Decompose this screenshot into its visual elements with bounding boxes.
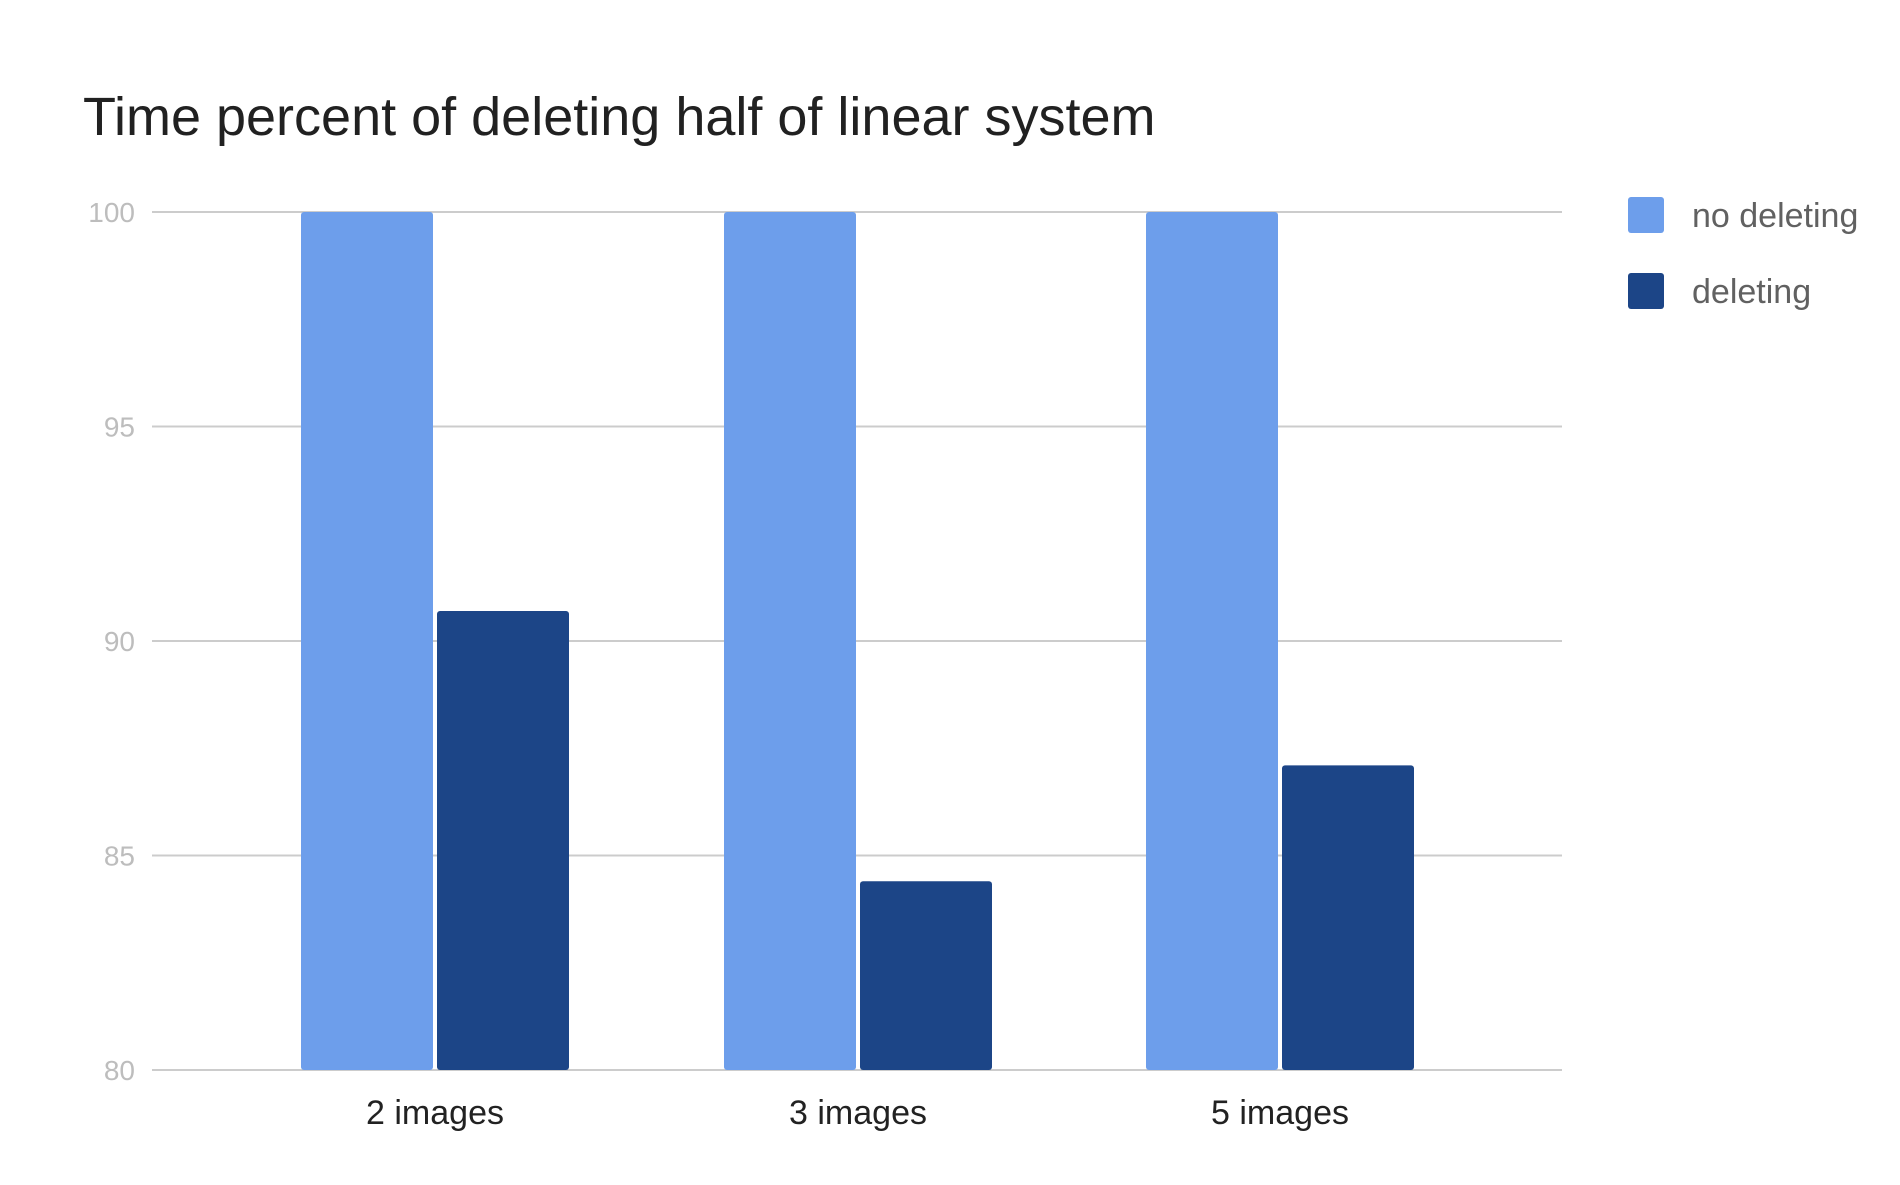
x-category-label: 3 images <box>789 1094 927 1132</box>
bars <box>301 212 1414 1070</box>
legend: no deleting deleting <box>1628 197 1858 311</box>
legend-swatch-deleting <box>1628 273 1664 309</box>
y-tick-label: 85 <box>104 841 135 872</box>
legend-label-no-deleting: no deleting <box>1692 197 1858 235</box>
y-tick-label: 80 <box>104 1055 135 1086</box>
bar-deleting-3-images <box>860 881 992 1070</box>
chart-title: Time percent of deleting half of linear … <box>83 87 1156 147</box>
bar-no-deleting-2-images <box>301 212 433 1070</box>
bar-deleting-5-images <box>1282 765 1414 1070</box>
legend-swatch-no-deleting <box>1628 197 1664 233</box>
bar-no-deleting-3-images <box>724 212 856 1070</box>
bar-no-deleting-5-images <box>1146 212 1278 1070</box>
y-axis-tick-labels: 80 85 90 95 100 <box>88 197 135 1086</box>
x-category-label: 2 images <box>366 1094 504 1132</box>
y-tick-label: 100 <box>88 197 135 228</box>
legend-label-deleting: deleting <box>1692 273 1811 311</box>
x-category-label: 5 images <box>1211 1094 1349 1132</box>
bar-deleting-2-images <box>437 610 569 1070</box>
y-tick-label: 95 <box>104 412 135 443</box>
x-axis-category-labels: 2 images 3 images 5 images <box>366 1094 1349 1132</box>
y-tick-label: 90 <box>104 626 135 657</box>
